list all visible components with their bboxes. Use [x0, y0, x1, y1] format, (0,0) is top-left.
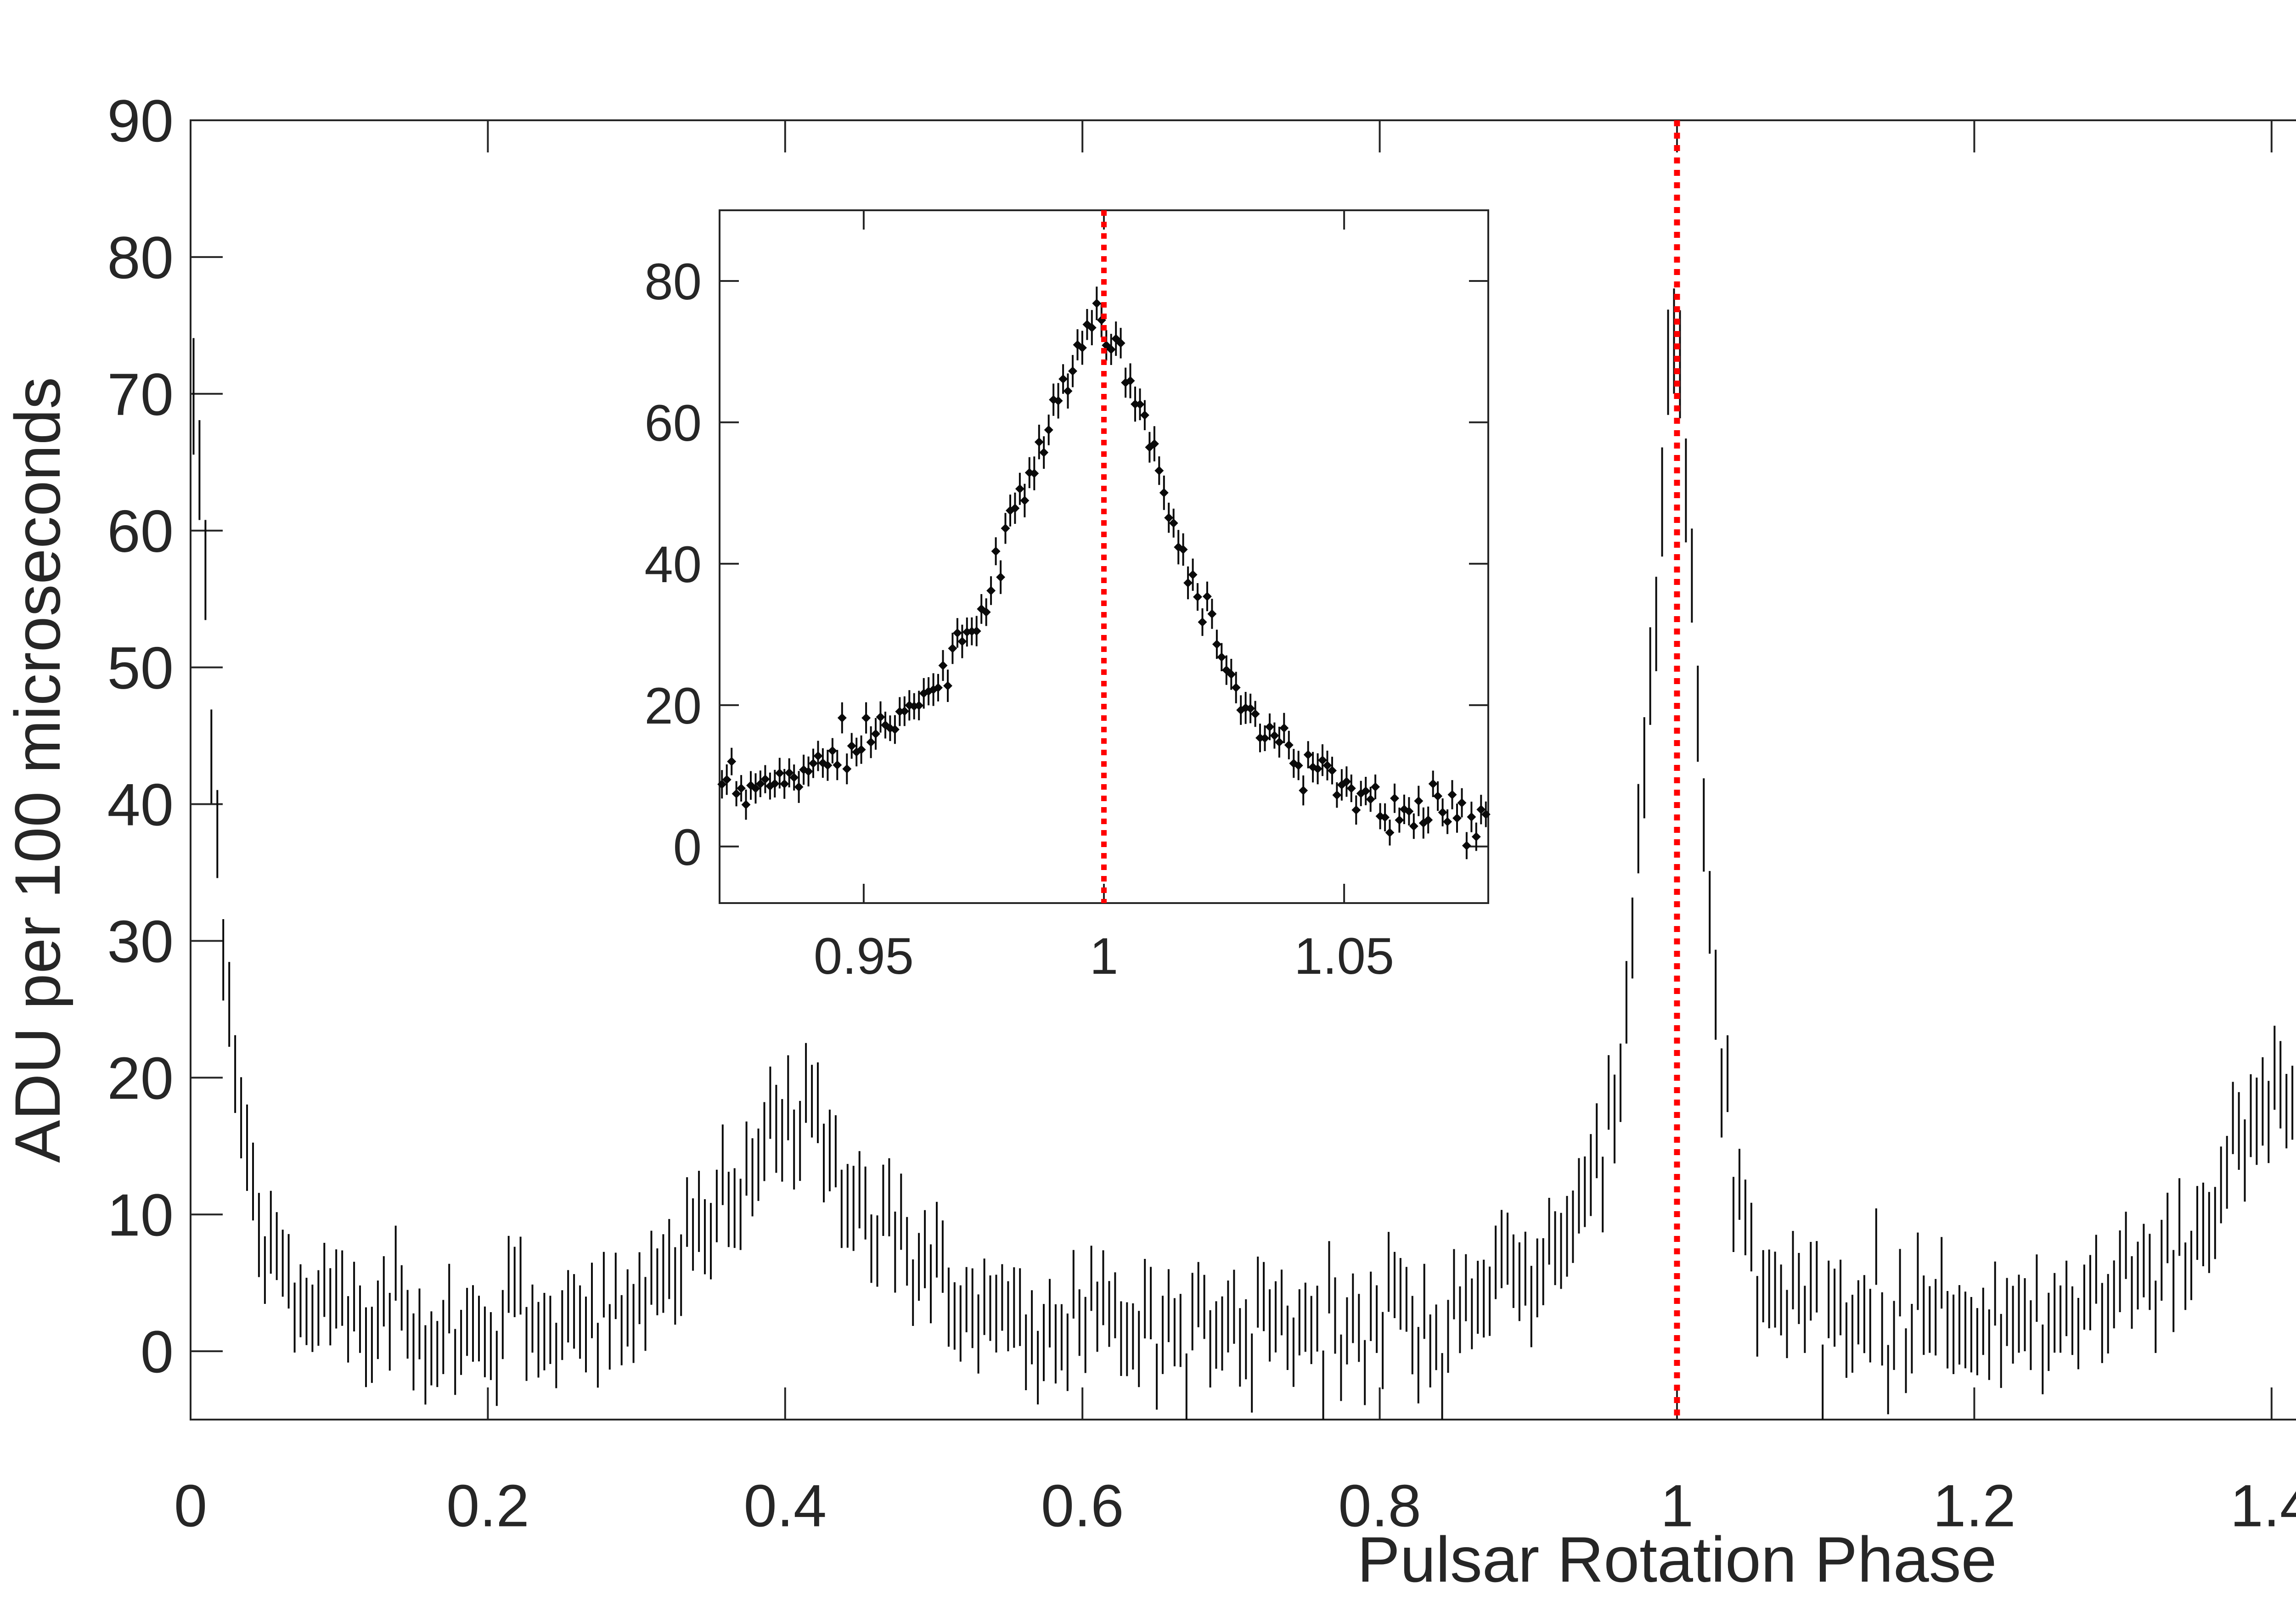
main-y-tick-label: 70 — [107, 361, 174, 428]
main-y-tick-label: 80 — [107, 224, 174, 291]
inset-y-tick-label: 80 — [644, 253, 702, 310]
main-y-tick-label: 50 — [107, 634, 174, 702]
inset-y-tick-label: 40 — [644, 536, 702, 593]
main-x-tick-label: 0.6 — [1041, 1472, 1124, 1539]
inset-plot: 0.95 1 1.05 0 20 40 60 80 — [644, 210, 1490, 985]
inset-y-tick-label: 60 — [644, 394, 702, 452]
main-y-tick-label: 90 — [107, 87, 174, 154]
inset-x-tick-label: 1 — [1090, 927, 1118, 985]
main-y-tick-label: 60 — [107, 498, 174, 565]
main-y-tick-label: 40 — [107, 771, 174, 838]
main-x-tick-label: 1.4 — [2230, 1472, 2296, 1539]
main-y-tick-label: 30 — [107, 908, 174, 975]
x-axis-label: Pulsar Rotation Phase — [1357, 1523, 1997, 1595]
y-axis-label: ADU per 100 microseconds — [1, 377, 73, 1163]
inset-x-tick-label: 1.05 — [1294, 927, 1394, 985]
main-x-tick-label: 0.2 — [446, 1472, 529, 1539]
inset-y-tick-label: 20 — [644, 677, 702, 735]
main-y-tick-label: 20 — [107, 1044, 174, 1112]
inset-y-tick-label: 0 — [673, 819, 702, 876]
main-x-tick-label: 0 — [174, 1472, 207, 1539]
main-y-tick-label: 0 — [141, 1318, 174, 1385]
main-x-tick-label: 0.4 — [743, 1472, 827, 1539]
main-y-tick-label: 10 — [107, 1181, 174, 1248]
inset-x-tick-label: 0.95 — [814, 927, 914, 985]
